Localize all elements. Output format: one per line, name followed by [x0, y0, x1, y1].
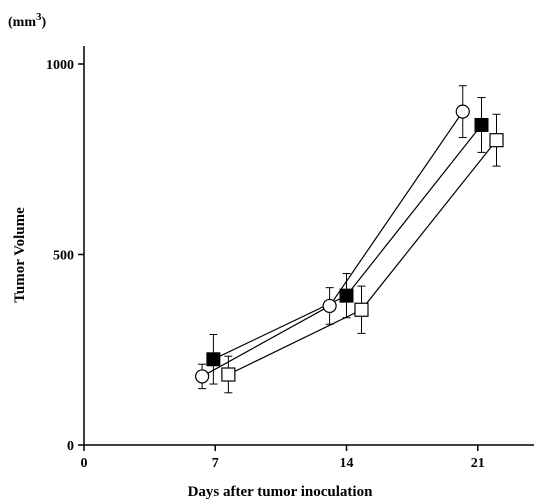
unit-exponent: 3 — [36, 11, 42, 23]
unit-label-text: (mm — [8, 15, 36, 30]
x-tick-label: 0 — [81, 456, 88, 471]
data-point-open-square — [489, 133, 504, 148]
y-axis-label: Tumor Volume — [12, 207, 28, 303]
x-tick-label: 14 — [340, 456, 354, 471]
data-point-filled-square — [206, 352, 221, 367]
y-tick-label: 1000 — [46, 58, 74, 73]
unit-label: (mm3) — [8, 11, 47, 30]
svg-text:(mm3): (mm3) — [8, 11, 47, 30]
y-tick-label: 0 — [67, 439, 74, 454]
y-tick-label: 500 — [53, 249, 74, 264]
data-point-open-square — [354, 302, 369, 317]
x-tick-label: 21 — [471, 456, 485, 471]
data-point-open-square — [221, 367, 236, 382]
x-axis-label: Days after tumor inoculation — [188, 484, 374, 500]
data-point-open-circle — [455, 104, 470, 119]
data-point-filled-square — [339, 288, 354, 303]
series-layer — [195, 85, 504, 394]
unit-close: ) — [42, 15, 47, 30]
data-point-open-circle — [195, 369, 210, 384]
data-point-open-circle — [322, 298, 337, 314]
series-line-filled-square — [213, 124, 482, 360]
data-point-filled-square — [474, 117, 489, 132]
x-tick-label: 7 — [212, 456, 219, 471]
series-line-open-circle — [201, 111, 464, 377]
axes: 0 500 1000 0 7 14 21 — [46, 46, 534, 471]
